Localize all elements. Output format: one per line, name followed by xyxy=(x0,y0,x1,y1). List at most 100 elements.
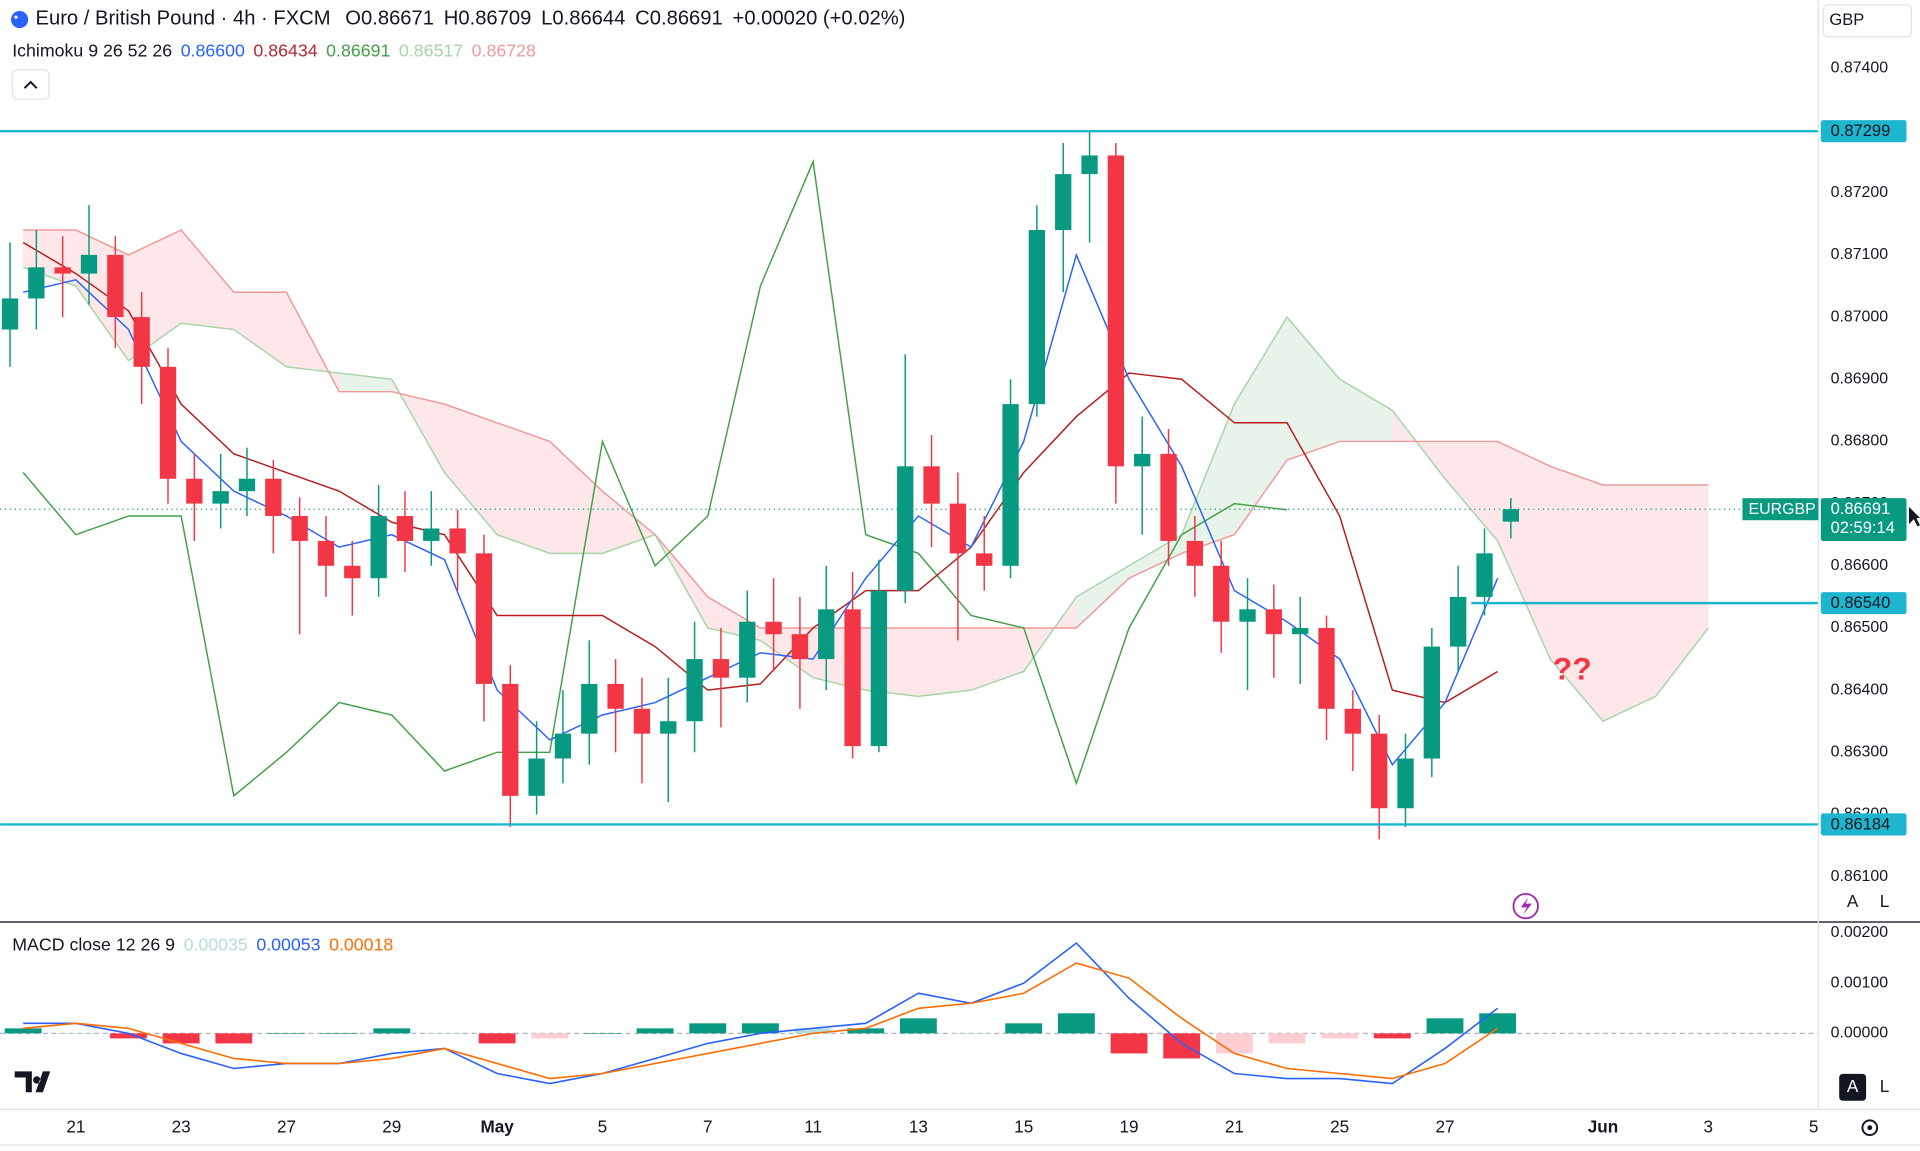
event-icon[interactable] xyxy=(1512,892,1539,920)
x-tick-label: 13 xyxy=(909,1116,928,1136)
cloud-segment xyxy=(339,373,392,392)
x-tick-label: 3 xyxy=(1704,1116,1714,1136)
candle-body xyxy=(186,478,203,504)
settings-icon[interactable] xyxy=(1861,1119,1879,1137)
candle-body xyxy=(54,267,71,274)
y-tick-label: 0.86800 xyxy=(1831,433,1889,450)
candle-body xyxy=(1081,155,1098,175)
histogram-bar xyxy=(1479,1013,1517,1034)
candle-body xyxy=(1134,453,1151,467)
histogram-bar xyxy=(57,1033,95,1034)
countdown-label: 02:59:14 xyxy=(1831,518,1895,537)
cloud-segment xyxy=(1076,565,1130,628)
macd-line xyxy=(23,941,1499,1085)
candle-body xyxy=(344,565,361,579)
cloud-segment xyxy=(1287,317,1340,461)
x-tick-label: 27 xyxy=(277,1116,296,1136)
candle-body xyxy=(449,528,466,554)
symbol-label: EURGBP xyxy=(1749,501,1816,518)
log-scale-button[interactable]: L xyxy=(1880,891,1890,911)
candle-body xyxy=(1449,596,1467,647)
collapse-button[interactable] xyxy=(11,69,50,100)
candle-body xyxy=(423,528,440,541)
x-tick-label: 21 xyxy=(1225,1116,1244,1136)
level-label: 0.86184 xyxy=(1831,814,1891,833)
change: +0.00020 (+0.02%) xyxy=(733,8,906,30)
histogram-bar xyxy=(1057,1013,1095,1034)
cloud-segment xyxy=(1339,379,1393,442)
x-tick-label: 11 xyxy=(804,1116,822,1136)
histogram-bar xyxy=(373,1028,411,1034)
logo xyxy=(14,1071,51,1093)
candle-body xyxy=(554,733,572,759)
cloud-segment xyxy=(918,627,972,697)
candle-body xyxy=(818,609,835,660)
cloud-segment xyxy=(1550,466,1603,722)
auto-scale-active[interactable] xyxy=(1839,1073,1867,1101)
candle-body xyxy=(370,516,387,579)
histogram-bar xyxy=(1163,1033,1201,1059)
level-label: 0.86540 xyxy=(1831,593,1891,612)
indicator-value: 0.86691 xyxy=(326,40,390,60)
histogram-bar xyxy=(1373,1033,1411,1039)
indicator-label: MACD close 12 26 9 xyxy=(12,934,175,954)
histogram-bar xyxy=(531,1033,569,1039)
candle-body xyxy=(1107,155,1125,467)
macd-legend: MACD close 12 26 9 0.00035 0.00053 0.00018 xyxy=(12,934,393,954)
x-tick-label: 29 xyxy=(382,1116,401,1136)
histogram-bar xyxy=(4,1028,42,1034)
candle-body xyxy=(686,659,703,722)
y-tick-label: 0.87100 xyxy=(1831,246,1889,263)
candle-body xyxy=(291,516,308,541)
cloud-segment xyxy=(1444,441,1498,541)
ohlc-key: L xyxy=(541,8,552,30)
candle-body xyxy=(133,317,150,367)
histogram-bar xyxy=(110,1033,147,1039)
cloud-segment xyxy=(1497,441,1551,660)
candle-body xyxy=(1318,627,1335,709)
indicator-label: Ichimoku 9 26 52 26 xyxy=(12,40,172,60)
candle-body xyxy=(1476,553,1493,597)
ichimoku-base xyxy=(22,241,1499,704)
indicator-value: 0.86728 xyxy=(472,40,536,60)
indicator-value: 0.00018 xyxy=(329,934,393,954)
histogram-bar xyxy=(320,1033,358,1034)
candle-body xyxy=(238,478,256,492)
candle-body xyxy=(1002,404,1019,566)
candle-body xyxy=(633,708,651,734)
level-label-box xyxy=(1820,120,1907,143)
price-label: 0.86691 xyxy=(1831,499,1891,518)
histogram-bar xyxy=(1321,1033,1359,1039)
histogram-bar xyxy=(426,1033,463,1034)
auto-scale-button[interactable]: A xyxy=(1847,891,1859,911)
ohlc-key: H xyxy=(444,8,459,30)
histogram-bar xyxy=(215,1033,253,1044)
candle-body xyxy=(475,553,493,684)
indicator-value: 0.86517 xyxy=(399,40,463,60)
y-tick-label: 0.00000 xyxy=(1831,1025,1889,1042)
collapse-icon xyxy=(23,80,38,89)
candle-body xyxy=(317,540,335,566)
x-tick-label: 23 xyxy=(172,1116,191,1136)
macd-line xyxy=(23,962,1499,1080)
log-scale-button[interactable]: L xyxy=(1880,1076,1890,1096)
histogram-bar xyxy=(584,1033,621,1034)
cloud-segment xyxy=(602,491,656,554)
symbol-icon xyxy=(11,11,29,29)
candle-body xyxy=(870,590,888,747)
cloud-segment xyxy=(181,230,234,330)
histogram-bar xyxy=(1426,1018,1464,1034)
cloud-segment xyxy=(1655,484,1709,697)
y-tick-label: 0.00200 xyxy=(1831,924,1889,941)
candle-body xyxy=(1423,646,1440,759)
histogram-bar xyxy=(1005,1023,1043,1034)
candle-body xyxy=(897,466,914,591)
candle-body xyxy=(791,634,809,660)
candle-body xyxy=(212,491,229,504)
currency-button[interactable] xyxy=(1822,4,1913,38)
candle-body xyxy=(502,683,519,796)
auto-scale-button[interactable]: A xyxy=(1847,1076,1859,1096)
